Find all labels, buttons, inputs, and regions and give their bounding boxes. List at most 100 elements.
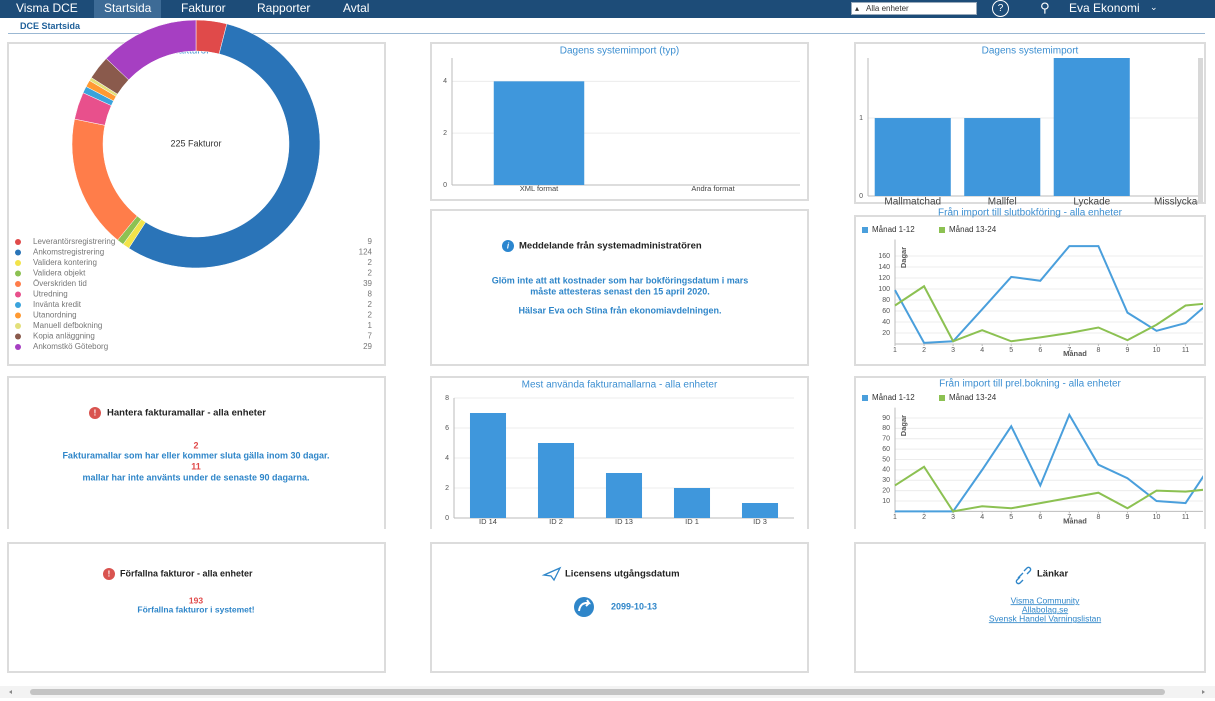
- link[interactable]: Svensk Handel Varningslistan: [989, 613, 1102, 623]
- chart: Från import till slutbokföring - alla en…: [862, 207, 1203, 358]
- legend-dot: [15, 323, 21, 329]
- legend-dot: [15, 312, 21, 319]
- unit-select[interactable]: ▴ Alla enheter: [851, 2, 977, 15]
- y-tick-label: 4: [443, 78, 447, 85]
- x-tick-label: ID 1: [685, 517, 699, 526]
- x-tick-label: 4: [980, 514, 984, 521]
- nav-tab[interactable]: Avtal: [343, 1, 370, 15]
- x-tick-label: 11: [1182, 347, 1189, 354]
- bar: [469, 413, 507, 518]
- links-widget: Länkar Visma Community Allabolag.se Sven…: [989, 566, 1102, 623]
- x-tick-label: Andra format: [691, 184, 735, 193]
- count: 193: [189, 595, 203, 605]
- scroll-thumb[interactable]: [30, 689, 1165, 695]
- y-tick-label: 80: [882, 425, 890, 432]
- license-widget: Licensens utgångsdatum 2099-10-13: [541, 566, 680, 617]
- legend-value: 9: [368, 237, 373, 246]
- legend-swatch: [939, 395, 945, 401]
- h-scrollbar[interactable]: [0, 686, 1215, 698]
- legend-label: Ankomstkö Göteborg: [33, 342, 108, 351]
- x-tick-label: 1: [893, 514, 897, 521]
- widget-title: Länkar: [1037, 569, 1068, 580]
- license-date: 2099-10-13: [611, 601, 657, 611]
- chart-title: Från import till prel.bokning - alla enh…: [939, 378, 1121, 390]
- x-tick-label: ID 13: [615, 517, 633, 526]
- legend-value: 2: [368, 300, 373, 309]
- breadcrumb-divider: [8, 33, 1205, 34]
- y-tick-label: 0: [859, 193, 863, 200]
- legend-value: 124: [359, 248, 373, 257]
- nav-tab[interactable]: Startsida: [94, 0, 162, 18]
- count: 11: [191, 461, 201, 471]
- bar: [741, 503, 779, 518]
- legend-label: Manuell defbokning: [33, 321, 102, 330]
- panel-scrollbar[interactable]: [1198, 58, 1203, 203]
- legend-dot: [15, 239, 21, 245]
- widget-text: Förfallna fakturor i systemet!: [137, 604, 254, 614]
- y-tick-label: 10: [882, 498, 890, 505]
- legend-label: Månad 13-24: [949, 225, 997, 234]
- legend-value: 39: [363, 279, 372, 288]
- y-tick-label: 80: [882, 297, 890, 304]
- legend-label: Överskriden tid: [33, 279, 87, 288]
- y-tick-label: 0: [445, 515, 449, 522]
- x-tick-label: 7: [1067, 514, 1071, 521]
- legend-dot: [15, 249, 21, 256]
- legend-value: 2: [368, 311, 373, 320]
- legend-dot: [15, 344, 21, 350]
- line-series: [894, 465, 1203, 513]
- donut-center-label: 225 Fakturor: [170, 138, 221, 148]
- message-line: Glöm inte att att kostnader som har bokf…: [492, 275, 749, 285]
- alert-icon: [89, 407, 101, 419]
- panel: [854, 376, 1206, 538]
- y-tick-label: 2: [443, 130, 447, 137]
- legend-dot: [15, 281, 21, 287]
- widget-title: Hantera fakturamallar - alla enheter: [107, 408, 266, 419]
- legend-dot: [15, 270, 21, 277]
- breadcrumb[interactable]: DCE Startsida: [20, 21, 81, 31]
- select-arrow: ▴: [855, 4, 860, 13]
- row-cut: [0, 529, 1215, 541]
- legend-dot: [15, 291, 21, 298]
- user-chevron: ⌄: [1150, 2, 1158, 12]
- nav-tab[interactable]: Fakturor: [181, 1, 226, 15]
- x-tick-label: Mallmatchad: [884, 197, 941, 208]
- y-tick-label: 20: [882, 487, 890, 494]
- x-tick-label: 2: [922, 514, 926, 521]
- legend-value: 29: [363, 342, 372, 351]
- brand[interactable]: Visma DCE: [16, 1, 78, 15]
- y-tick-label: 6: [445, 425, 449, 432]
- y-axis-label: Dagar: [899, 247, 908, 268]
- legend-label: Månad 1-12: [872, 393, 915, 402]
- x-tick-label: 1: [893, 347, 897, 354]
- link[interactable]: Visma Community: [1011, 595, 1081, 605]
- x-tick-label: ID 2: [549, 517, 563, 526]
- info-icon-glyph: i: [507, 242, 510, 251]
- widget-title: Licensens utgångsdatum: [565, 569, 680, 580]
- x-tick-label: 8: [1096, 514, 1100, 521]
- nav-tab[interactable]: Rapporter: [257, 1, 311, 15]
- alert-icon-glyph: !: [94, 409, 97, 418]
- widget-text: mallar har inte använts under de senaste…: [82, 472, 309, 482]
- renew-arrow: [578, 599, 592, 612]
- bar: [1053, 58, 1130, 196]
- x-tick-label: Misslyckade: [1154, 197, 1209, 208]
- y-tick-label: 0: [443, 182, 447, 189]
- x-tick-label: ID 14: [479, 517, 497, 526]
- legend-label: Validera kontering: [33, 258, 97, 267]
- panel: [854, 215, 1206, 366]
- help-button[interactable]: ?: [992, 0, 1009, 17]
- x-tick-label: 11: [1182, 514, 1189, 521]
- y-tick-label: 40: [882, 467, 890, 474]
- line-series: [895, 412, 1203, 513]
- plot-area: [894, 412, 1203, 513]
- user-menu[interactable]: Eva Ekonomi: [1069, 1, 1140, 15]
- link[interactable]: Allabolag.se: [1022, 604, 1069, 614]
- legend-value: 1: [368, 321, 373, 330]
- bar: [673, 488, 711, 518]
- y-tick-label: 40: [882, 319, 890, 326]
- x-tick-label: 10: [1153, 514, 1161, 521]
- x-tick-label: 3: [951, 347, 955, 354]
